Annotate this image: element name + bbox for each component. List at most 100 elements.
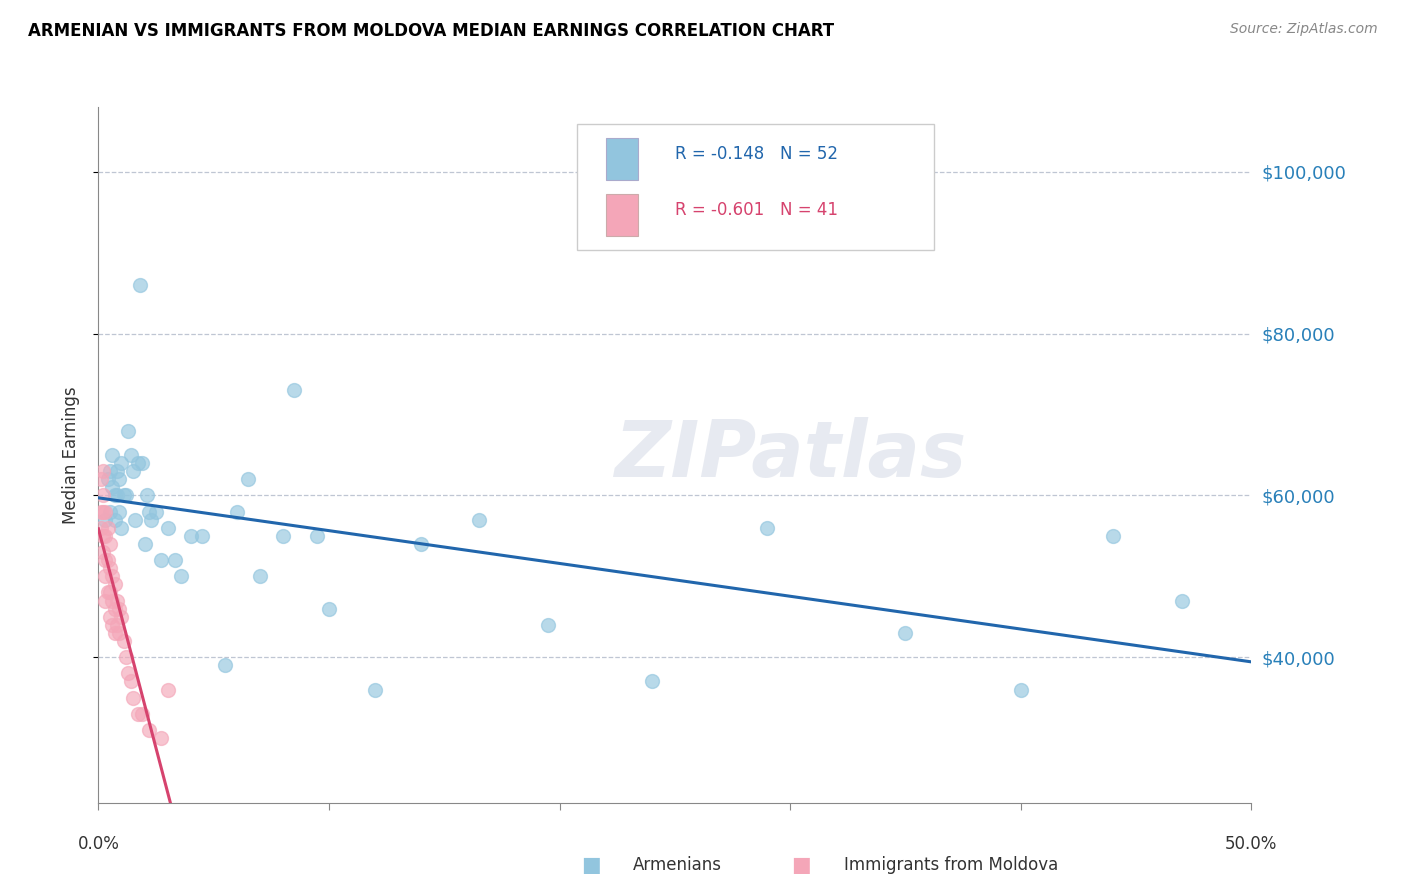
Point (1171, 593, 1194, 607)
Text: Immigrants from Moldova: Immigrants from Moldova (844, 856, 1057, 874)
Point (103, 626, 125, 640)
Text: 50.0%: 50.0% (1225, 835, 1278, 853)
Point (271, 529, 294, 543)
Text: ■: ■ (792, 855, 811, 875)
Point (98, 537, 121, 551)
Point (129, 278, 152, 293)
Point (214, 658, 236, 673)
Point (249, 569, 271, 583)
Point (1010, 682, 1032, 697)
Point (105, 593, 128, 607)
Point (112, 634, 135, 648)
Point (94, 553, 117, 567)
Point (468, 513, 491, 527)
Point (98, 504, 121, 518)
Point (91, 529, 114, 543)
Point (364, 682, 387, 697)
Point (115, 650, 138, 665)
FancyBboxPatch shape (576, 124, 934, 250)
Point (537, 617, 560, 632)
Point (94, 593, 117, 607)
Point (283, 383, 305, 397)
Point (115, 488, 138, 502)
Point (127, 456, 149, 470)
Text: ZIPatlas: ZIPatlas (614, 417, 966, 493)
Point (138, 723, 160, 737)
Point (120, 448, 142, 462)
Bar (606, 138, 638, 180)
Point (117, 666, 139, 681)
Point (1102, 529, 1125, 543)
Text: Source: ZipAtlas.com: Source: ZipAtlas.com (1230, 22, 1378, 37)
Point (90, 472, 112, 486)
Point (191, 529, 214, 543)
Point (98, 585, 121, 599)
Point (91, 545, 114, 559)
Point (94, 513, 117, 527)
Point (110, 521, 132, 535)
Point (90, 521, 112, 535)
Point (156, 682, 179, 697)
Point (149, 553, 172, 567)
Point (90, 504, 112, 518)
Point (105, 464, 128, 478)
Point (641, 674, 664, 689)
Point (131, 706, 153, 721)
Point (127, 706, 149, 721)
Point (145, 504, 167, 518)
Point (97, 472, 120, 486)
Text: R = -0.148   N = 52: R = -0.148 N = 52 (675, 145, 838, 163)
Point (170, 569, 193, 583)
Point (91, 488, 114, 502)
Point (97, 585, 120, 599)
Point (103, 488, 125, 502)
Point (156, 521, 179, 535)
Text: 0.0%: 0.0% (77, 835, 120, 853)
Point (180, 529, 202, 543)
Point (91, 464, 114, 478)
Point (101, 617, 124, 632)
Point (238, 472, 260, 486)
Point (131, 456, 153, 470)
Point (149, 731, 172, 745)
Point (117, 424, 139, 438)
Text: Armenians: Armenians (633, 856, 721, 874)
Point (124, 513, 146, 527)
Text: ARMENIAN VS IMMIGRANTS FROM MOLDOVA MEDIAN EARNINGS CORRELATION CHART: ARMENIAN VS IMMIGRANTS FROM MOLDOVA MEDI… (28, 22, 834, 40)
Point (98, 561, 121, 575)
Point (110, 609, 132, 624)
Point (110, 456, 132, 470)
Point (135, 488, 157, 502)
Point (91, 504, 114, 518)
Point (112, 488, 135, 502)
Point (97, 521, 120, 535)
Point (103, 601, 125, 615)
Point (103, 577, 125, 591)
Point (101, 569, 124, 583)
Point (101, 448, 124, 462)
Point (163, 553, 186, 567)
Point (98, 464, 121, 478)
Point (101, 480, 124, 494)
Bar (606, 194, 638, 235)
Point (307, 529, 329, 543)
Point (97, 553, 120, 567)
Point (756, 521, 779, 535)
Text: ■: ■ (581, 855, 600, 875)
Point (108, 472, 131, 486)
Point (103, 513, 125, 527)
Point (108, 504, 131, 518)
Point (101, 593, 124, 607)
Point (138, 504, 160, 518)
Point (94, 569, 117, 583)
Point (894, 626, 917, 640)
Point (105, 488, 128, 502)
Point (225, 504, 247, 518)
Text: R = -0.601   N = 41: R = -0.601 N = 41 (675, 201, 838, 219)
Point (108, 601, 131, 615)
Point (411, 537, 433, 551)
Point (120, 674, 142, 689)
Point (141, 513, 163, 527)
Point (134, 537, 156, 551)
Point (105, 617, 128, 632)
